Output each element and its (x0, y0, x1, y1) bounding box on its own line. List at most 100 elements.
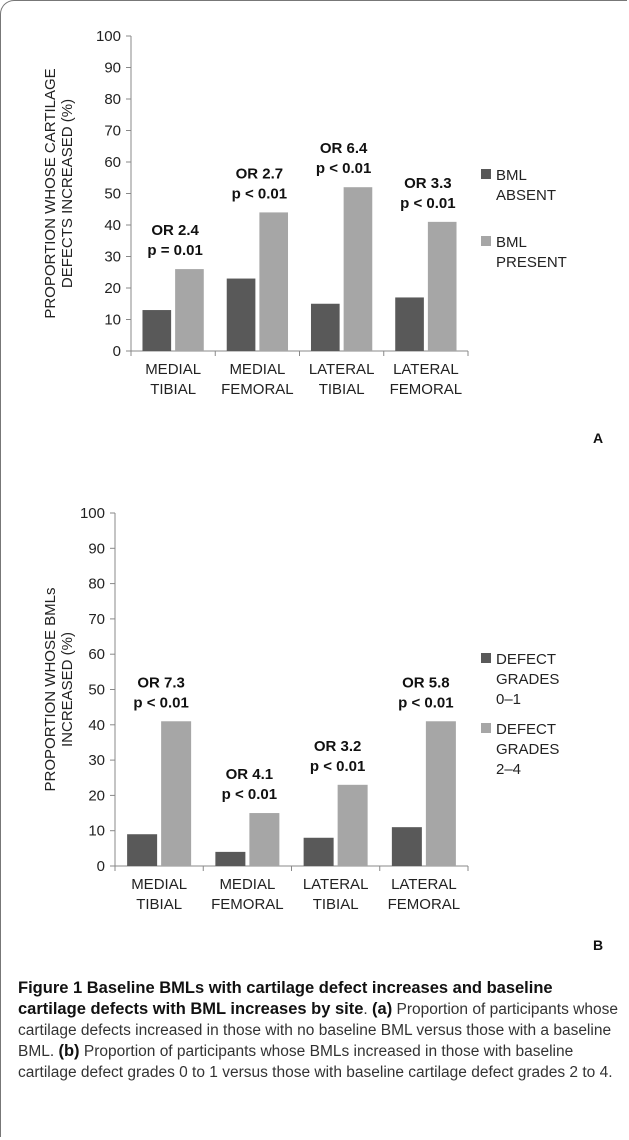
legend-label: 2–4 (496, 761, 521, 778)
y-axis-title-line: PROPORTION WHOSE CARTILAGE (42, 68, 59, 318)
legend-label: ABSENT (496, 187, 556, 204)
x-tick-label: MEDIAL (229, 361, 285, 378)
odds-ratio-annotation: p < 0.01 (316, 160, 371, 177)
legend-swatch (481, 653, 491, 663)
bar-dark-3 (310, 303, 340, 351)
y-tick-label: 30 (88, 752, 105, 769)
x-tick-label: LATERAL (393, 361, 459, 378)
caption-b-label: (b) (58, 1042, 80, 1060)
bar-light-1 (175, 269, 204, 351)
y-axis-title-line: DEFECTS INCREASED (%) (59, 99, 76, 288)
caption-a-text: Proportion of participants whose cartila… (18, 1001, 618, 1060)
legend-label: GRADES (496, 671, 559, 688)
bar-light-3 (343, 187, 373, 351)
y-tick-label: 40 (104, 217, 121, 234)
bar-dark-4 (391, 827, 422, 866)
odds-ratio-annotation: OR 3.2 (314, 738, 362, 755)
bar-light-4 (425, 721, 456, 866)
odds-ratio-annotation: p < 0.01 (310, 758, 365, 775)
caption-title: Figure 1 Baseline BMLs with cartilage de… (18, 979, 553, 1018)
odds-ratio-annotation: OR 2.4 (151, 222, 199, 239)
odds-ratio-annotation: OR 6.4 (320, 140, 368, 157)
y-tick-label: 100 (80, 505, 105, 522)
y-tick-label: 60 (88, 646, 105, 663)
odds-ratio-annotation: p < 0.01 (222, 786, 277, 803)
y-tick-label: 100 (96, 28, 121, 45)
odds-ratio-annotation: OR 5.8 (402, 674, 450, 691)
legend-label: GRADES (496, 741, 559, 758)
y-tick-label: 50 (88, 682, 105, 699)
odds-ratio-annotation: p < 0.01 (400, 195, 455, 212)
panel-label: A (593, 430, 603, 446)
x-tick-label: MEDIAL (145, 361, 201, 378)
x-tick-label: FEMORAL (221, 381, 294, 398)
bar-dark-2 (215, 851, 246, 866)
y-tick-label: 0 (113, 343, 121, 360)
bar-light-2 (259, 212, 289, 351)
caption-b-text: Proportion of participants whose BMLs in… (18, 1043, 613, 1081)
x-tick-label: FEMORAL (211, 896, 284, 913)
x-tick-label: LATERAL (303, 876, 369, 893)
odds-ratio-annotation: p < 0.01 (232, 185, 287, 202)
y-tick-label: 70 (88, 611, 105, 628)
x-tick-label: MEDIAL (131, 876, 187, 893)
legend-swatch (481, 236, 491, 246)
bar-light-1 (161, 721, 192, 866)
odds-ratio-annotation: p < 0.01 (133, 694, 188, 711)
y-axis-title-line: INCREASED (%) (59, 632, 76, 747)
legend-swatch (481, 723, 491, 733)
figure-caption: Figure 1 Baseline BMLs with cartilage de… (18, 978, 618, 1083)
odds-ratio-annotation: OR 2.7 (236, 165, 284, 182)
bar-dark-3 (303, 837, 334, 866)
x-tick-label: TIBIAL (313, 896, 359, 913)
x-tick-label: FEMORAL (390, 381, 463, 398)
chart-panel-b: 0 10 20 30 40 50 60 70 80 90 100 PROPORTION WHOSE B… (42, 505, 603, 953)
caption-sep: . (363, 1001, 373, 1018)
caption-a-label: (a) (372, 1000, 393, 1018)
y-tick-label: 90 (88, 540, 105, 557)
y-tick-label: 10 (88, 823, 105, 840)
legend-label: 0–1 (496, 691, 521, 708)
bar-light-4 (427, 221, 457, 351)
x-tick-label: TIBIAL (319, 381, 365, 398)
bar-light-2 (249, 813, 280, 866)
y-tick-label: 50 (104, 186, 121, 203)
y-tick-label: 80 (104, 91, 121, 108)
x-tick-label: TIBIAL (150, 381, 196, 398)
x-tick-label: LATERAL (309, 361, 375, 378)
y-tick-label: 70 (104, 123, 121, 140)
bar-dark-4 (395, 297, 424, 351)
bar-dark-1 (142, 310, 172, 351)
legend-swatch (481, 169, 491, 179)
legend-label: DEFECT (496, 721, 556, 738)
legend-label: BML (496, 167, 527, 184)
odds-ratio-annotation: OR 7.3 (137, 674, 185, 691)
x-tick-label: MEDIAL (219, 876, 275, 893)
bar-light-3 (337, 784, 368, 866)
x-tick-label: TIBIAL (136, 896, 182, 913)
x-tick-label: LATERAL (391, 876, 457, 893)
y-axis-title-line: PROPORTION WHOSE BMLs (42, 588, 59, 792)
y-tick-label: 30 (104, 249, 121, 266)
y-tick-label: 80 (88, 576, 105, 593)
y-tick-label: 60 (104, 154, 121, 171)
y-tick-label: 90 (104, 60, 121, 77)
panel-label: B (593, 937, 603, 953)
bar-dark-2 (226, 278, 256, 351)
y-tick-label: 20 (88, 787, 105, 804)
bar-dark-1 (127, 834, 158, 866)
legend-label: DEFECT (496, 651, 556, 668)
y-tick-label: 10 (104, 312, 121, 329)
y-axis-title: PROPORTION WHOSE CARTILAGEDEFECTS INCREA… (42, 68, 76, 318)
y-tick-label: 40 (88, 717, 105, 734)
x-tick-label: FEMORAL (388, 896, 461, 913)
y-tick-label: 20 (104, 280, 121, 297)
y-tick-label: 0 (97, 858, 105, 875)
odds-ratio-annotation: p = 0.01 (147, 242, 202, 259)
y-axis-title: PROPORTION WHOSE BMLsINCREASED (%) (42, 588, 76, 792)
odds-ratio-annotation: OR 4.1 (226, 766, 274, 783)
legend-label: PRESENT (496, 254, 567, 271)
odds-ratio-annotation: p < 0.01 (398, 694, 453, 711)
chart-panel-a: 0 10 20 30 40 50 60 70 80 90 100 PROPORTION WHOSE C… (42, 28, 603, 446)
